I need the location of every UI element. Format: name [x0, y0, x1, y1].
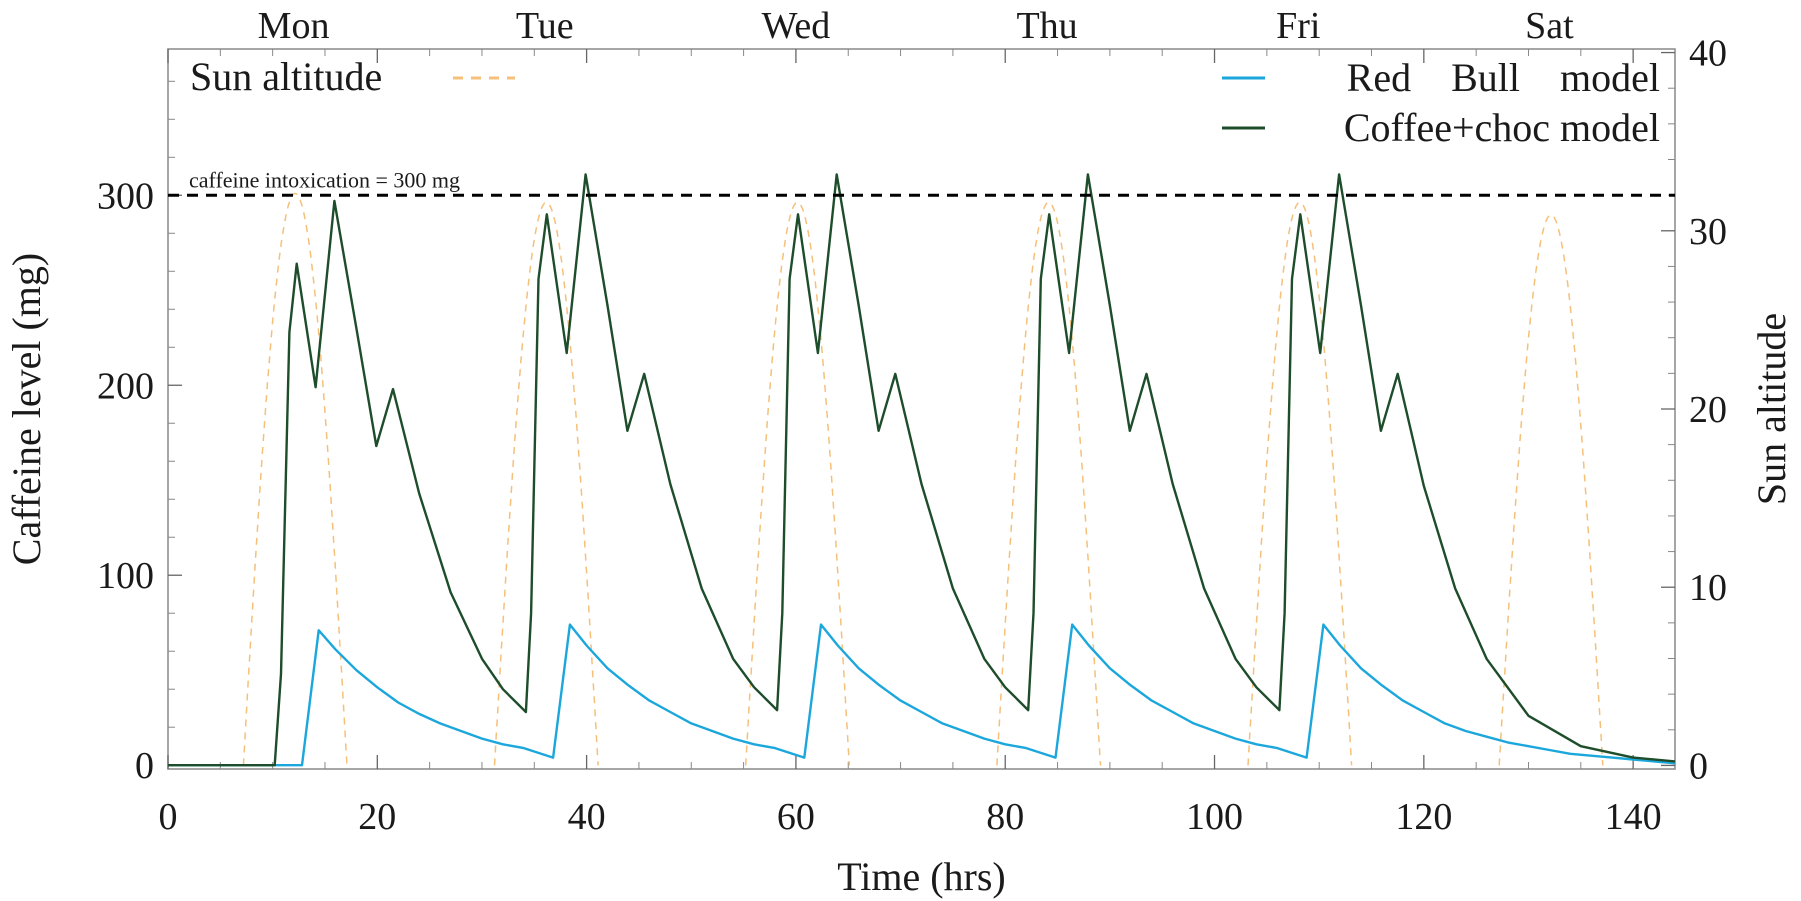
y2-tick-label: 30 [1689, 211, 1727, 253]
y-axis-left: 0 100 200 300 [97, 80, 182, 787]
x-tick-label: 140 [1605, 796, 1662, 838]
y2-axis-title: Sun altitude [1749, 313, 1794, 505]
x-tick-label: 60 [777, 796, 815, 838]
plot-border [167, 48, 1676, 770]
sun-altitude-day-1 [242, 192, 348, 766]
sun-altitude-day-6 [1498, 213, 1604, 766]
y2-tick-label: 40 [1689, 33, 1727, 75]
sun-altitude-curves [242, 192, 1604, 766]
sun-altitude-day-4 [996, 201, 1102, 766]
sun-altitude-day-5 [1247, 201, 1353, 766]
day-label-tue: Tue [516, 5, 574, 47]
coffee-series-line [168, 173, 1676, 767]
redbull-series-line [168, 623, 1676, 767]
y-axis-right: 0 10 20 30 40 [1661, 33, 1727, 787]
x-axis-title: Time (hrs) [837, 854, 1006, 899]
x-axis: 0 20 40 60 80 100 120 140 [159, 49, 1662, 838]
threshold-label: caffeine intoxication = 300 mg [189, 167, 460, 192]
series-lines [168, 173, 1676, 767]
day-label-mon: Mon [258, 5, 330, 47]
day-labels: Mon Tue Wed Thu Fri Sat [258, 5, 1574, 47]
day-label-thu: Thu [1016, 5, 1077, 47]
y-tick-label: 200 [97, 365, 154, 407]
legend-redbull-label: Red Bull model [1347, 55, 1660, 100]
legend-models: Red Bull model Coffee+choc model [1222, 55, 1660, 150]
y-axis-title: Caffeine level (mg) [4, 253, 49, 565]
day-label-sat: Sat [1525, 5, 1574, 47]
day-label-wed: Wed [762, 5, 831, 47]
y-tick-label: 0 [135, 745, 154, 787]
x-tick-label: 20 [358, 796, 396, 838]
intoxication-threshold: caffeine intoxication = 300 mg [168, 167, 1675, 197]
sun-altitude-day-3 [744, 201, 851, 766]
x-tick-label: 100 [1186, 796, 1243, 838]
plot-frame [167, 48, 1676, 770]
x-tick-label: 40 [568, 796, 606, 838]
sun-altitude-day-2 [493, 201, 599, 766]
legend-coffee-label: Coffee+choc model [1344, 105, 1660, 150]
legend-sun-label: Sun altitude [190, 54, 382, 99]
y2-tick-label: 0 [1689, 745, 1708, 787]
x-tick-label: 80 [986, 796, 1024, 838]
day-label-fri: Fri [1276, 5, 1320, 47]
y2-tick-label: 10 [1689, 567, 1727, 609]
y-tick-label: 100 [97, 555, 154, 597]
x-tick-label: 120 [1395, 796, 1452, 838]
y2-tick-label: 20 [1689, 389, 1727, 431]
y-tick-label: 300 [97, 175, 154, 217]
x-tick-label: 0 [159, 796, 178, 838]
legend-sun: Sun altitude [190, 54, 515, 99]
